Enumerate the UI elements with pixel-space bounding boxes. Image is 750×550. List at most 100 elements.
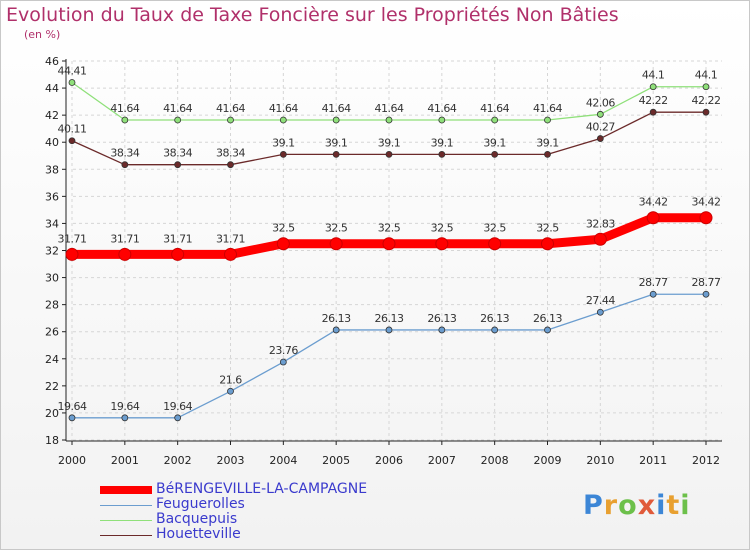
data-label: 41.64	[533, 102, 562, 115]
data-label: 41.64	[110, 102, 139, 115]
data-point	[544, 326, 551, 334]
data-point	[279, 358, 287, 366]
data-point	[279, 150, 287, 158]
data-label: 32.5	[536, 222, 559, 235]
data-point	[488, 237, 502, 251]
data-label: 41.64	[322, 102, 351, 115]
x-tick-label: 2007	[428, 454, 456, 467]
data-label: 32.5	[483, 222, 506, 235]
x-tick-label: 2006	[375, 454, 403, 467]
data-point	[649, 108, 657, 116]
data-label: 32.5	[378, 222, 401, 235]
data-label: 28.77	[692, 276, 721, 289]
data-label: 40.11	[58, 123, 87, 136]
data-point	[646, 211, 660, 225]
data-label: 41.64	[480, 102, 509, 115]
y-tick-label: 22	[45, 380, 59, 393]
data-label: 40.27	[586, 121, 615, 134]
series-feuguerolles: 19.64 19.64 19.64 21.6 23.76 26.13 26.13 26.13 2…	[58, 276, 721, 422]
series-houetteville: 40.11 38.34 38.34 38.34 39.1 39.1 39.1 39.1 39.1…	[58, 94, 721, 169]
data-point	[593, 232, 607, 246]
data-label: 31.71	[110, 232, 139, 245]
data-label: 21.6	[219, 373, 242, 386]
data-label: 26.13	[533, 312, 562, 325]
data-label: 38.34	[163, 147, 192, 160]
y-tick-label: 36	[45, 190, 59, 203]
legend-label: Bacquepuis	[156, 511, 238, 527]
data-label: 42.06	[586, 96, 615, 109]
data-label: 42.22	[639, 94, 668, 107]
data-point	[544, 116, 551, 124]
x-tick-label: 2002	[164, 454, 192, 467]
data-point	[332, 326, 340, 334]
data-label: 31.71	[216, 232, 245, 245]
data-label: 39.1	[378, 136, 401, 149]
data-point	[649, 83, 657, 91]
y-tick-label: 26	[45, 326, 59, 339]
data-point	[332, 150, 340, 158]
y-tick-label: 46	[45, 55, 59, 68]
data-label: 32.5	[272, 222, 295, 235]
x-tick-label: 2003	[217, 454, 245, 467]
data-label: 26.13	[480, 312, 509, 325]
data-point	[596, 308, 604, 316]
data-point	[491, 116, 499, 124]
data-point	[121, 414, 129, 422]
data-label: 28.77	[639, 276, 668, 289]
data-label: 34.42	[639, 196, 668, 209]
data-point	[171, 247, 185, 261]
chart-subtitle: (en %)	[24, 28, 61, 41]
data-point	[435, 237, 449, 251]
y-tick-label: 18	[45, 434, 59, 447]
data-label: 27.44	[586, 294, 615, 307]
data-label: 26.13	[427, 312, 456, 325]
data-point	[68, 79, 76, 86]
data-point	[702, 108, 710, 116]
data-point	[699, 211, 713, 225]
data-point	[649, 290, 657, 298]
x-tick-label: 2011	[639, 454, 667, 467]
data-point	[541, 237, 554, 251]
data-point	[438, 116, 446, 124]
data-point	[491, 150, 499, 158]
data-label: 41.64	[163, 102, 192, 115]
data-label: 32.5	[325, 222, 348, 235]
legend-swatch	[100, 505, 152, 506]
chart-title: Evolution du Taux de Taxe Foncière sur l…	[6, 4, 619, 26]
y-tick-label: 24	[45, 353, 59, 366]
data-label: 44.1	[695, 69, 718, 82]
y-tick-label: 40	[45, 136, 59, 149]
x-tick-label: 2000	[58, 454, 86, 467]
y-tick-label: 28	[45, 299, 59, 312]
data-label: 44.41	[58, 65, 87, 78]
x-tick-label: 2005	[322, 454, 350, 467]
data-label: 39.1	[483, 136, 506, 149]
proxiti-logo: Proxiti	[583, 490, 691, 521]
legend-swatch	[100, 535, 152, 536]
data-point	[68, 414, 76, 422]
series-bacquepuis: 44.41 41.64 41.64 41.64 41.64 41.64 41.64 41.64…	[58, 65, 718, 124]
data-point	[438, 326, 446, 334]
data-label: 32.5	[431, 222, 454, 235]
data-point	[596, 135, 604, 142]
x-tick-label: 2010	[586, 454, 614, 467]
data-point	[382, 237, 396, 251]
data-point	[227, 387, 234, 395]
data-label: 39.1	[325, 136, 348, 149]
data-point	[276, 237, 290, 251]
data-point	[332, 116, 340, 124]
data-point	[544, 150, 551, 158]
data-label: 41.64	[269, 102, 298, 115]
data-label: 38.34	[216, 147, 245, 160]
x-tick-label: 2001	[111, 454, 139, 467]
data-point	[118, 247, 132, 261]
data-point	[121, 116, 129, 124]
y-tick-label: 42	[45, 109, 59, 122]
data-label: 19.64	[58, 400, 87, 413]
data-label: 42.22	[692, 94, 721, 107]
data-point	[329, 237, 343, 251]
data-label: 39.1	[536, 136, 559, 149]
data-label: 19.64	[163, 400, 192, 413]
